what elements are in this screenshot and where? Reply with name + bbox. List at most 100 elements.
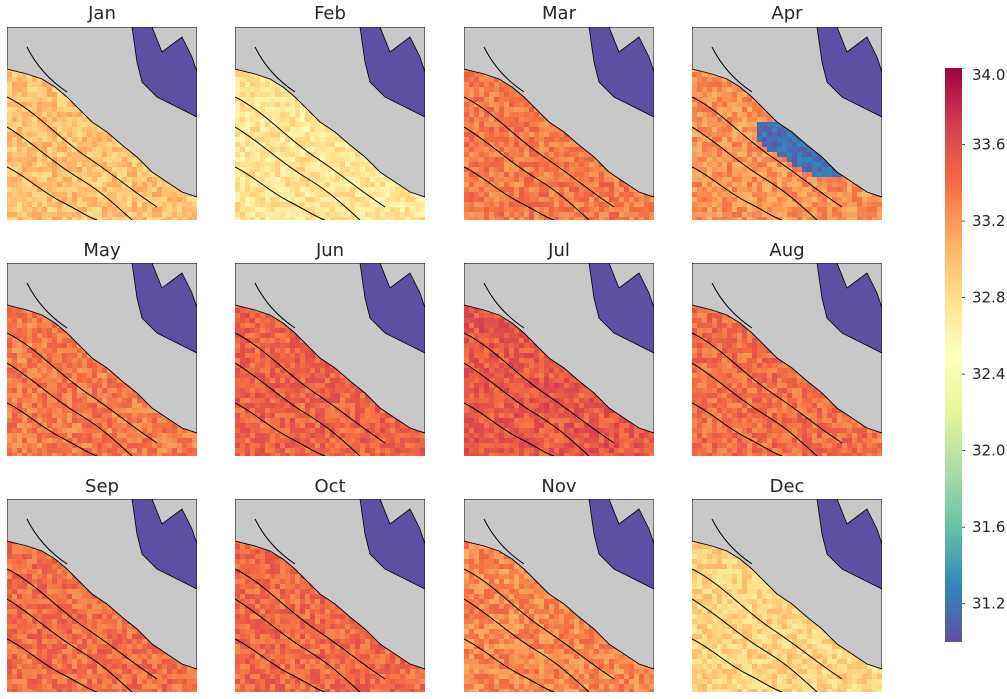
depth-contour	[464, 96, 615, 208]
depth-contour	[464, 126, 590, 220]
depth-contour	[464, 166, 555, 220]
depth-contour	[235, 568, 386, 680]
inland-water-body	[131, 27, 197, 118]
panel-title-jul: Jul	[548, 240, 570, 261]
depth-contour	[464, 362, 590, 456]
map-panel-oct	[235, 499, 425, 692]
inland-water-body	[588, 263, 654, 354]
map-panel-apr	[692, 27, 882, 220]
panel-title-apr: Apr	[771, 3, 803, 24]
inland-water-body	[359, 499, 425, 590]
panel-title-feb: Feb	[314, 3, 346, 24]
depth-contour	[235, 126, 361, 220]
depth-contour	[464, 568, 615, 680]
map-canvas	[692, 499, 882, 692]
map-canvas	[7, 499, 197, 692]
map-canvas	[235, 499, 425, 692]
inland-water-body	[588, 499, 654, 590]
depth-contour	[235, 96, 386, 208]
depth-contour	[254, 46, 296, 93]
map-canvas	[235, 263, 425, 456]
depth-contour	[692, 568, 843, 680]
panel-title-jan: Jan	[88, 3, 116, 24]
depth-contour	[483, 518, 525, 565]
map-canvas	[235, 27, 425, 220]
depth-contour	[464, 638, 555, 692]
panel-title-nov: Nov	[541, 476, 577, 497]
map-panel-nov	[464, 499, 654, 692]
depth-contour	[692, 638, 783, 692]
depth-contour	[235, 362, 361, 456]
colorbar-tick-label: 32.8	[972, 289, 1005, 307]
map-panel-aug	[692, 263, 882, 456]
inland-water-body	[816, 499, 882, 590]
depth-contour	[711, 518, 753, 565]
map-panel-dec	[692, 499, 882, 692]
depth-contour	[464, 332, 615, 444]
depth-contour	[483, 282, 525, 329]
depth-contour	[692, 402, 783, 456]
inland-water-body	[359, 263, 425, 354]
colorbar-tick-label: 34.0	[972, 68, 1005, 84]
colorbar-gradient	[945, 68, 962, 642]
panel-title-dec: Dec	[769, 476, 805, 497]
colorbar-tick-label: 32.0	[972, 442, 1005, 460]
panel-title-aug: Aug	[769, 240, 805, 261]
map-panel-feb	[235, 27, 425, 220]
panel-title-sep: Sep	[85, 476, 119, 497]
inland-water-body	[131, 263, 197, 354]
colorbar-tick-label: 32.4	[972, 365, 1005, 383]
inland-water-body	[359, 27, 425, 118]
panel-title-oct: Oct	[314, 476, 346, 497]
colorbar-ticks: 31.2 31.6 32.0 32.4 32.8 33.2 33.6 34.0	[962, 68, 1005, 613]
depth-contour	[7, 402, 98, 456]
depth-contour	[7, 166, 98, 220]
depth-contour	[711, 282, 753, 329]
depth-contour	[235, 638, 326, 692]
depth-contour	[26, 46, 68, 93]
map-panel-sep	[7, 499, 197, 692]
colorbar: 31.2 31.6 32.0 32.4 32.8 33.2 33.6 34.0	[945, 68, 1005, 642]
depth-contour	[692, 166, 783, 220]
depth-contour	[692, 126, 818, 220]
map-canvas	[7, 27, 197, 220]
depth-contour	[692, 362, 818, 456]
map-canvas	[464, 263, 654, 456]
depth-contour	[235, 332, 386, 444]
depth-contour	[464, 402, 555, 456]
map-canvas	[692, 27, 882, 220]
depth-contour	[692, 96, 843, 208]
map-panel-may	[7, 263, 197, 456]
depth-contour	[464, 598, 590, 692]
map-panel-jun	[235, 263, 425, 456]
depth-contour	[235, 166, 326, 220]
depth-contour	[7, 362, 133, 456]
map-panel-mar	[464, 27, 654, 220]
depth-contour	[483, 46, 525, 93]
panel-title-jun: Jun	[315, 240, 345, 261]
depth-contour	[26, 518, 68, 565]
depth-contour	[711, 46, 753, 93]
depth-contour	[26, 282, 68, 329]
map-canvas	[7, 263, 197, 456]
depth-contour	[254, 518, 296, 565]
inland-water-body	[816, 27, 882, 118]
inland-water-body	[131, 499, 197, 590]
colorbar-tick-label: 31.6	[972, 518, 1005, 536]
depth-contour	[7, 332, 158, 444]
depth-contour	[254, 282, 296, 329]
depth-contour	[7, 598, 133, 692]
depth-contour	[7, 126, 133, 220]
depth-contour	[692, 332, 843, 444]
colorbar-tick-label: 31.2	[972, 595, 1005, 613]
map-panel-jan	[7, 27, 197, 220]
map-canvas	[464, 499, 654, 692]
depth-contour	[235, 598, 361, 692]
depth-contour	[692, 598, 818, 692]
panel-title-may: May	[83, 240, 121, 261]
colorbar-tick-label: 33.2	[972, 212, 1005, 230]
colorbar-tick-label: 33.6	[972, 136, 1005, 154]
inland-water-body	[588, 27, 654, 118]
map-canvas	[692, 263, 882, 456]
depth-contour	[7, 638, 98, 692]
